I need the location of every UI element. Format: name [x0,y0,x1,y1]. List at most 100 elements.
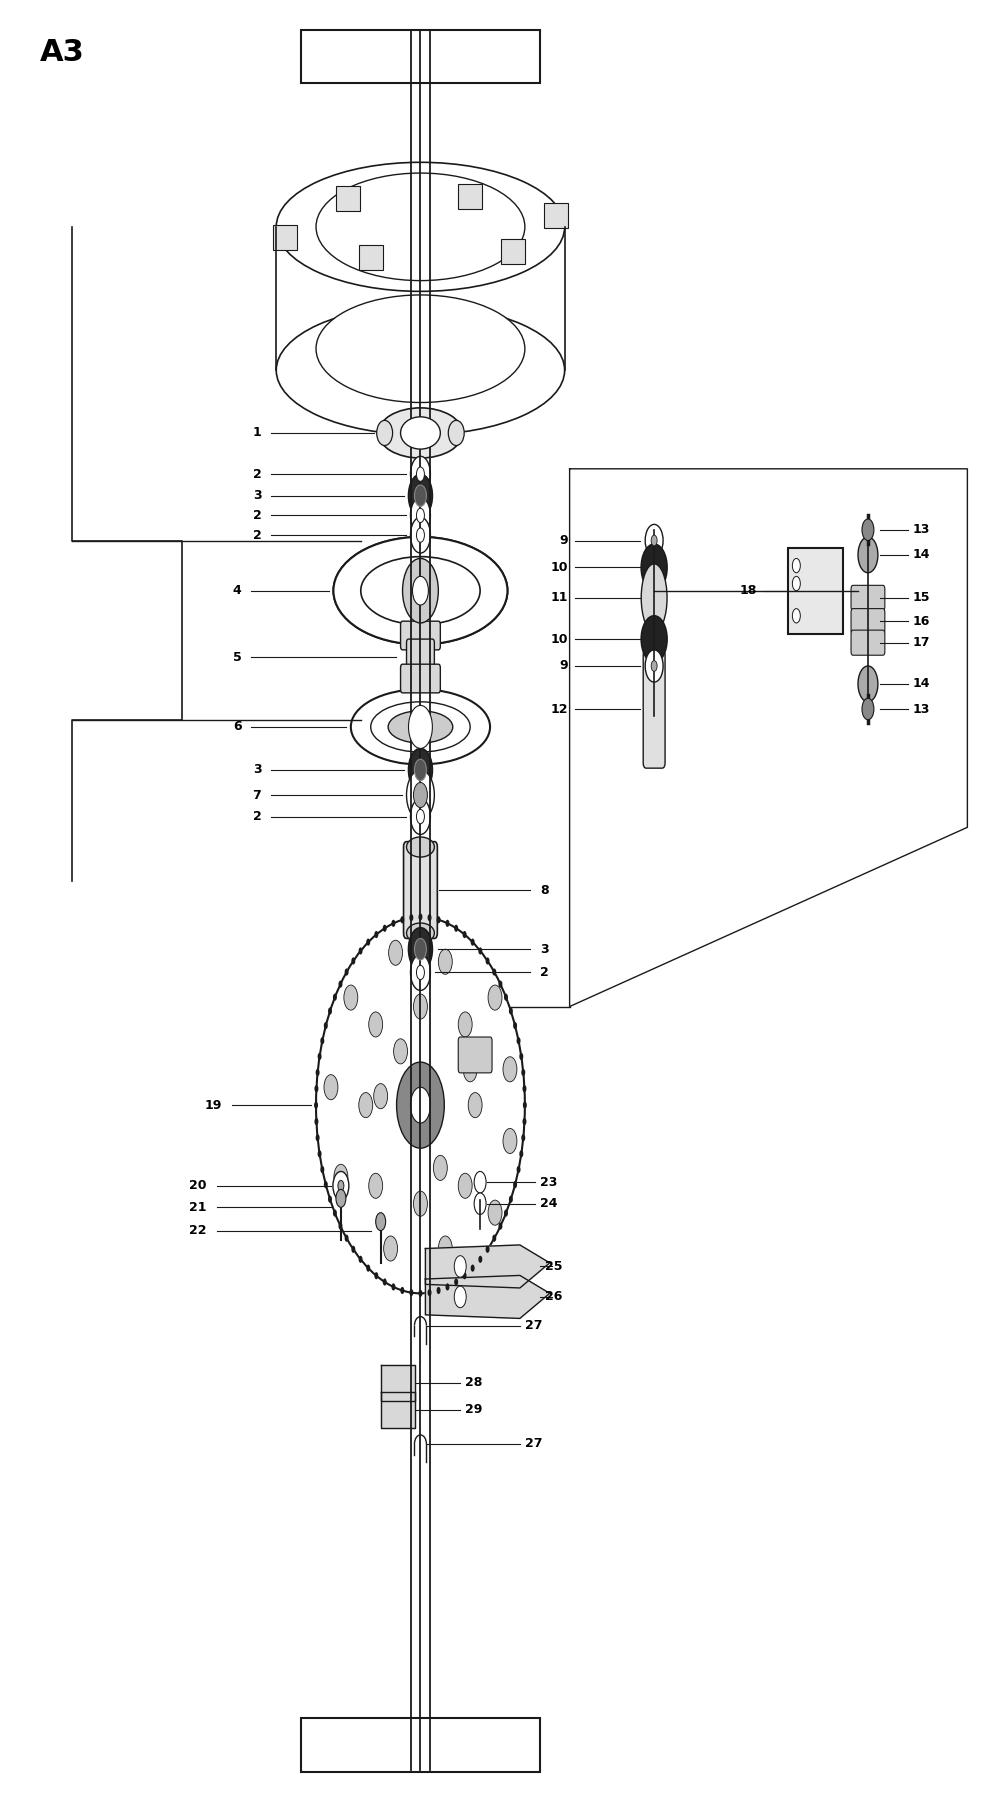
FancyBboxPatch shape [458,183,482,209]
Circle shape [369,1012,383,1037]
Text: 26: 26 [545,1291,562,1304]
Ellipse shape [333,538,507,644]
Circle shape [454,924,458,931]
Circle shape [413,994,427,1019]
Circle shape [503,1057,517,1082]
Circle shape [414,939,426,960]
Ellipse shape [641,565,667,631]
Circle shape [463,931,467,939]
Circle shape [344,985,358,1010]
Text: 29: 29 [465,1404,483,1417]
Circle shape [314,1086,318,1093]
Text: 2: 2 [253,467,261,480]
Text: 6: 6 [233,721,241,734]
Circle shape [454,1255,466,1277]
Text: 3: 3 [253,489,261,502]
Circle shape [336,1188,346,1206]
FancyBboxPatch shape [401,663,440,692]
Text: A3: A3 [40,38,85,68]
Circle shape [412,577,428,606]
Circle shape [858,665,878,701]
Text: 25: 25 [545,1260,562,1273]
Circle shape [458,1174,472,1197]
Circle shape [468,1093,482,1118]
Circle shape [374,1084,388,1109]
Circle shape [376,1212,386,1230]
Circle shape [359,948,363,955]
FancyBboxPatch shape [407,638,434,674]
Circle shape [351,957,355,964]
Circle shape [521,1135,525,1142]
Circle shape [324,1021,328,1028]
Circle shape [454,1278,458,1286]
Circle shape [445,1284,449,1291]
Polygon shape [381,1392,415,1428]
FancyBboxPatch shape [643,649,665,768]
FancyBboxPatch shape [458,1037,492,1073]
Text: 3: 3 [253,764,261,777]
Text: 19: 19 [204,1099,222,1111]
Circle shape [862,698,874,719]
Text: 11: 11 [550,592,568,604]
Circle shape [410,498,430,534]
Circle shape [416,966,424,980]
Text: 7: 7 [253,789,261,802]
Circle shape [438,1235,452,1260]
Circle shape [384,1235,398,1260]
Text: 9: 9 [559,534,568,547]
Circle shape [521,1068,525,1075]
Circle shape [407,770,434,820]
Circle shape [486,1246,490,1253]
FancyBboxPatch shape [273,225,297,250]
Text: 14: 14 [913,548,930,561]
Circle shape [338,1223,342,1230]
Ellipse shape [401,417,440,450]
Circle shape [413,782,427,807]
Circle shape [314,1118,318,1126]
Circle shape [403,559,438,622]
Circle shape [513,1181,517,1188]
Polygon shape [381,1365,415,1401]
Text: 4: 4 [233,584,241,597]
FancyBboxPatch shape [851,610,885,633]
Ellipse shape [407,838,434,858]
Circle shape [314,1102,318,1109]
Circle shape [645,649,663,681]
Circle shape [366,1264,370,1271]
Circle shape [498,980,502,987]
Circle shape [523,1102,527,1109]
FancyBboxPatch shape [301,1719,540,1771]
Circle shape [324,1075,338,1100]
FancyBboxPatch shape [401,620,440,649]
FancyBboxPatch shape [501,239,525,264]
Text: 23: 23 [540,1176,557,1188]
Circle shape [792,559,800,574]
Circle shape [413,1190,427,1215]
Text: 13: 13 [913,703,930,716]
Ellipse shape [448,421,464,446]
Ellipse shape [316,295,525,403]
Circle shape [333,1210,337,1217]
Text: 2: 2 [253,529,261,541]
Circle shape [471,939,475,946]
Circle shape [409,1289,413,1296]
Text: 27: 27 [525,1437,542,1451]
Circle shape [410,798,430,834]
Circle shape [416,467,424,482]
Circle shape [409,748,432,791]
Circle shape [438,949,452,975]
Circle shape [517,1165,521,1172]
Text: 24: 24 [540,1197,557,1210]
Circle shape [458,1012,472,1037]
Text: 10: 10 [550,561,568,574]
Circle shape [418,1289,422,1296]
Text: 17: 17 [913,636,930,649]
Ellipse shape [361,557,480,624]
Circle shape [641,545,667,592]
Circle shape [351,1246,355,1253]
Circle shape [474,1192,486,1214]
Ellipse shape [371,701,470,752]
Circle shape [651,536,657,547]
Circle shape [410,457,430,493]
Circle shape [517,1037,521,1045]
